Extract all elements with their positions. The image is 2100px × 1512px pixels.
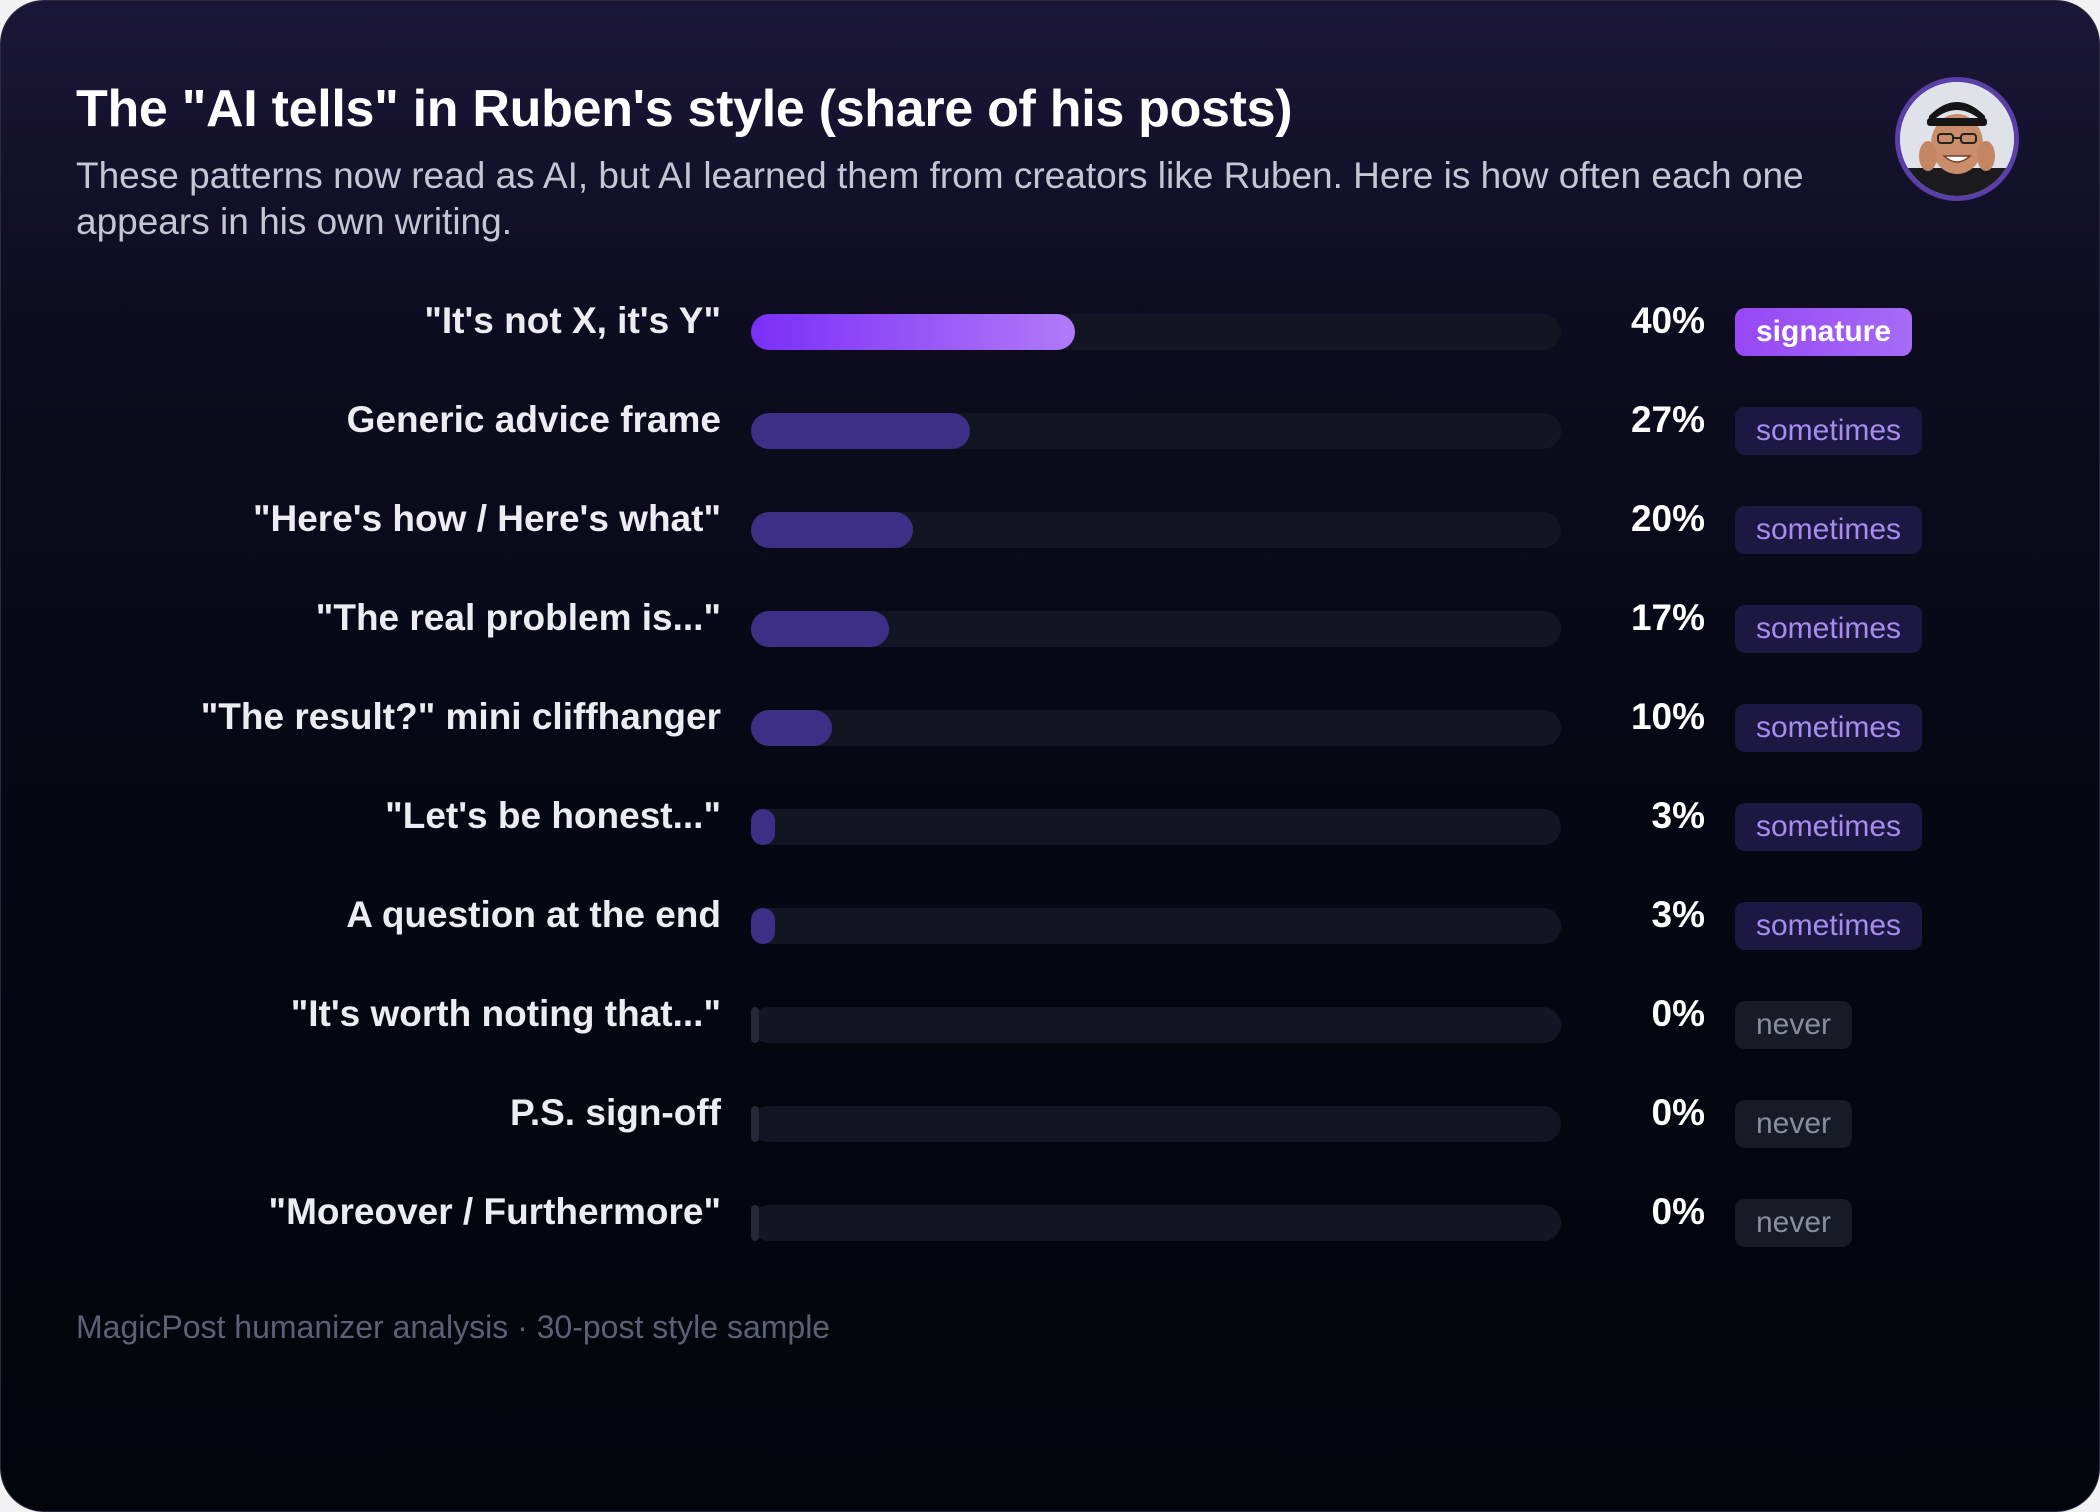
frequency-badge: never (1735, 1199, 1853, 1247)
bar-fill (751, 710, 832, 746)
bar-fill (751, 314, 1075, 350)
bar-row: "Moreover / Furthermore" 0% never (1, 1173, 2099, 1272)
frequency-badge: sometimes (1735, 803, 1923, 851)
chart-subtitle: These patterns now read as AI, but AI le… (76, 155, 1804, 242)
value-label: 0% (1651, 1191, 1705, 1232)
bar-track (751, 1205, 1561, 1241)
bar-row: "Let's be honest..." 3% sometimes (1, 777, 2099, 876)
category-label: "Let's be honest..." (385, 795, 721, 836)
bar-row: A question at the end 3% sometimes (1, 876, 2099, 975)
bar-row: Generic advice frame 27% sometimes (1, 381, 2099, 480)
value-label: 0% (1651, 993, 1705, 1034)
frequency-badge: sometimes (1735, 506, 1923, 554)
category-label: "The result?" mini cliffhanger (200, 696, 721, 737)
category-label: "Moreover / Furthermore" (268, 1191, 721, 1232)
category-label: P.S. sign-off (509, 1092, 721, 1133)
category-label: "The real problem is..." (315, 597, 721, 638)
bar-row: "The real problem is..." 17% sometimes (1, 579, 2099, 678)
bar-row: "Here's how / Here's what" 20% sometimes (1, 480, 2099, 579)
bar-track (751, 1106, 1561, 1142)
frequency-badge: signature (1735, 308, 1913, 356)
frequency-badge: never (1735, 1001, 1853, 1049)
bar-row: "It's worth noting that..." 0% never (1, 975, 2099, 1074)
value-label: 0% (1651, 1092, 1705, 1133)
category-label: "It's worth noting that..." (290, 993, 721, 1034)
bar-fill (751, 1205, 759, 1241)
bar-fill (751, 1106, 759, 1142)
category-label: "It's not X, it's Y" (424, 300, 721, 341)
bar-fill (751, 908, 776, 944)
bar-fill (751, 809, 776, 845)
bar-fill (751, 413, 970, 449)
frequency-badge: sometimes (1735, 902, 1923, 950)
value-label: 27% (1630, 399, 1705, 440)
bar-track (751, 1007, 1561, 1043)
frequency-badge: never (1735, 1100, 1853, 1148)
value-label: 20% (1630, 498, 1705, 539)
bar-fill (751, 512, 913, 548)
avatar (1895, 77, 2019, 201)
frequency-badge: sometimes (1735, 605, 1923, 653)
bar-track (751, 908, 1561, 944)
bar-track (751, 710, 1561, 746)
category-label: "Here's how / Here's what" (252, 498, 721, 539)
chart-title: The "AI tells" in Ruben's style (share o… (76, 80, 1293, 138)
frequency-badge: sometimes (1735, 407, 1923, 455)
value-label: 40% (1630, 300, 1705, 341)
bar-track (751, 611, 1561, 647)
category-label: A question at the end (346, 894, 721, 935)
value-label: 3% (1651, 894, 1705, 935)
frequency-badge: sometimes (1735, 704, 1923, 752)
value-label: 17% (1630, 597, 1705, 638)
bar-track (751, 413, 1561, 449)
bar-fill (751, 1007, 759, 1043)
value-label: 10% (1630, 696, 1705, 737)
chart-footer: MagicPost humanizer analysis · 30-post s… (76, 1309, 831, 1345)
avatar-portrait-icon (1900, 82, 2014, 196)
category-label: Generic advice frame (346, 399, 721, 440)
bar-track (751, 809, 1561, 845)
bar-row: P.S. sign-off 0% never (1, 1074, 2099, 1173)
bar-track (751, 512, 1561, 548)
bar-row: "It's not X, it's Y" 40% signature (1, 282, 2099, 381)
bar-track (751, 314, 1561, 350)
value-label: 3% (1651, 795, 1705, 836)
bar-row: "The result?" mini cliffhanger 10% sometim… (1, 678, 2099, 777)
bar-fill (751, 611, 889, 647)
